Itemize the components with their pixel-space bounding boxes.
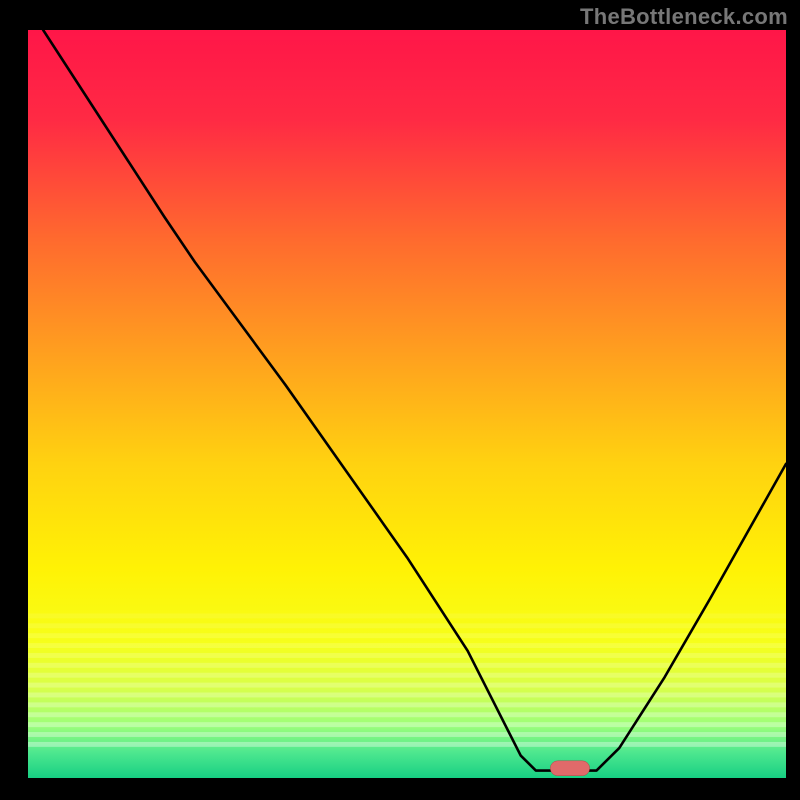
watermark-label: TheBottleneck.com [580,4,788,30]
chart-frame: TheBottleneck.com [0,0,800,800]
plot-area [28,30,786,778]
plot-svg [28,30,786,778]
optimal-marker [550,761,589,776]
